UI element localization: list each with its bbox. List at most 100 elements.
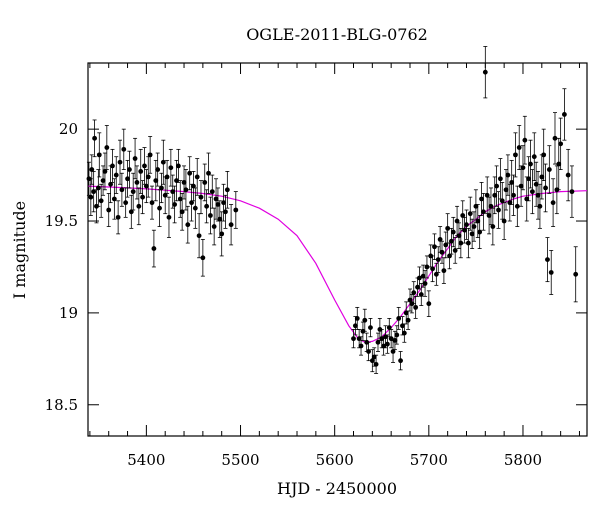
data-point — [433, 271, 439, 277]
data-point — [422, 281, 428, 286]
data-point — [200, 255, 206, 261]
data-point — [441, 268, 447, 274]
data-point — [162, 192, 168, 198]
data-point — [160, 159, 166, 165]
axis-ticks — [88, 63, 587, 436]
data-point — [209, 189, 215, 195]
data-point — [151, 246, 157, 251]
data-point — [121, 146, 127, 152]
data-point — [398, 358, 403, 364]
data-point — [392, 338, 398, 343]
data-point — [192, 205, 198, 211]
data-point — [516, 145, 522, 150]
data-point — [533, 181, 539, 187]
data-point — [484, 192, 490, 198]
data-point — [428, 253, 434, 259]
data-point — [104, 145, 110, 150]
data-point — [113, 172, 119, 178]
data-point — [181, 180, 187, 185]
data-point — [450, 229, 456, 235]
data-point — [552, 135, 558, 141]
x-tick-label: 5400 — [127, 451, 165, 469]
data-point — [219, 231, 225, 237]
data-point — [556, 161, 562, 167]
data-point — [187, 170, 193, 176]
data-point — [106, 207, 112, 213]
data-point — [458, 240, 464, 246]
data-point — [175, 163, 181, 169]
data-point — [464, 222, 469, 228]
data-point — [447, 253, 452, 259]
data-point — [221, 200, 226, 206]
data-point — [354, 316, 360, 321]
data-point — [92, 135, 97, 141]
data-point — [108, 181, 113, 187]
data-point — [452, 248, 458, 253]
data-point — [377, 327, 383, 332]
data-point — [134, 180, 140, 185]
data-point — [520, 165, 526, 171]
data-point — [445, 225, 451, 231]
data-point — [356, 336, 362, 342]
data-point — [505, 172, 511, 178]
data-point — [211, 224, 217, 229]
data-point — [368, 325, 373, 330]
data-point — [100, 178, 106, 183]
data-point — [481, 209, 486, 215]
data-point — [86, 176, 92, 182]
data-point — [503, 187, 509, 193]
data-point — [473, 203, 479, 209]
data-point — [155, 167, 161, 172]
data-point — [166, 214, 172, 220]
data-point — [477, 229, 483, 235]
data-point — [409, 301, 415, 307]
data-point — [140, 194, 146, 200]
data-point — [194, 174, 200, 180]
data-point — [95, 185, 101, 191]
data-point — [185, 222, 191, 228]
data-point — [371, 354, 377, 360]
data-point — [449, 238, 454, 244]
data-point — [558, 141, 564, 147]
data-point — [159, 185, 164, 191]
data-point — [149, 200, 155, 206]
data-point — [385, 341, 390, 347]
data-point — [177, 196, 183, 202]
data-point — [136, 203, 142, 209]
data-point — [128, 209, 134, 215]
data-point — [513, 152, 518, 158]
data-point — [486, 213, 492, 218]
data-point — [492, 192, 498, 198]
data-point — [467, 211, 473, 217]
data-point — [130, 189, 136, 195]
data-point — [143, 183, 149, 189]
data-point — [164, 174, 170, 180]
data-point — [415, 284, 420, 290]
data-point — [351, 336, 356, 342]
data-point — [224, 187, 230, 193]
data-point — [471, 224, 477, 229]
y-tick-label: 18.5 — [45, 396, 78, 414]
data-point — [381, 343, 387, 349]
data-point — [117, 159, 123, 165]
data-point — [514, 203, 520, 209]
x-tick-label: 5500 — [221, 451, 259, 469]
data-point — [462, 227, 468, 233]
data-point — [482, 69, 488, 75]
data-point — [233, 207, 239, 213]
data-point — [407, 297, 413, 303]
data-point — [497, 176, 503, 182]
data-point — [373, 361, 379, 367]
data-point — [403, 310, 409, 316]
data-point — [191, 183, 196, 189]
data-point — [383, 334, 388, 340]
data-point — [207, 213, 213, 218]
x-tick-label: 5700 — [410, 451, 448, 469]
data-point — [562, 112, 567, 117]
data-point — [460, 213, 466, 218]
y-tick-label: 19.5 — [45, 212, 78, 230]
data-point — [206, 170, 211, 176]
data-point — [375, 339, 381, 345]
y-tick-label: 20 — [59, 120, 78, 138]
